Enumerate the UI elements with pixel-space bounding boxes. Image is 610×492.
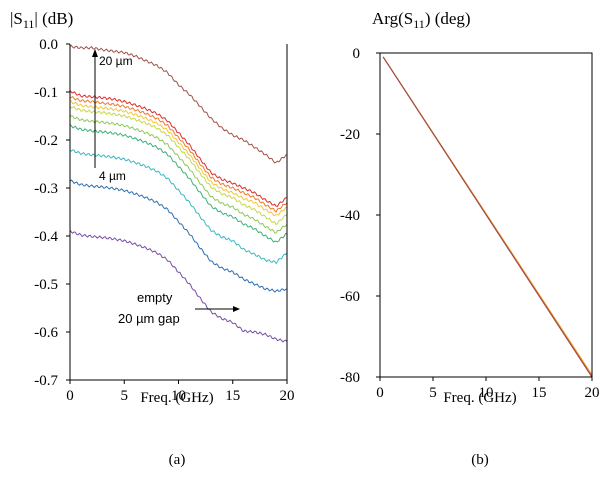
- x-tick-label-b-2: 10: [479, 385, 494, 401]
- panel-a-ticks: 0.0 -0.1 -0.2 -0.3 -0.4 -0.5 -0.6 -0.7 0 5 10 15 20: [34, 37, 294, 404]
- y-tick-label-a-1: -0.1: [34, 85, 58, 101]
- x-tick-label-a-1: 5: [121, 388, 129, 404]
- series-line-a-8: [69, 149, 288, 265]
- empty-arrow-head: [233, 306, 240, 312]
- panel-a-axes: [69, 44, 288, 381]
- x-tick-label-b-3: 15: [532, 385, 547, 401]
- series-line-a-3: [69, 95, 288, 213]
- annotation-bottom-label: 4 µm: [99, 169, 126, 183]
- panel-b-x-label: Freq. (GHz): [443, 390, 516, 406]
- x-tick-label-a-0: 0: [66, 388, 74, 404]
- annotation-top-label: 20 µm: [99, 54, 133, 68]
- series-line-b-9: [382, 56, 593, 378]
- series-line-a-9: [69, 179, 288, 293]
- panel-b: Arg(S11) (deg) 0 -20 -40 -60 -80 0 5 10 15 20 Fre…: [340, 9, 600, 468]
- series-line-a-7: [69, 124, 288, 243]
- increase-arrow-head: [92, 49, 98, 57]
- panel-b-ticks: 0 -20 -40 -60 -80 0 5 10 15 20: [340, 46, 600, 401]
- y-tick-label-b-1: -20: [340, 127, 360, 143]
- panel-a-y-title: |S11| (dB): [10, 9, 73, 31]
- y-tick-label-b-4: -80: [340, 370, 360, 386]
- series-line-a-4: [69, 100, 288, 216]
- y-tick-label-b-3: -60: [340, 289, 360, 305]
- series-line-a-6: [69, 115, 288, 234]
- x-tick-label-a-2: 10: [171, 388, 186, 404]
- panel-a-x-label: Freq. (GHz): [140, 390, 213, 406]
- panel-a: |S11| (dB) 0.0 -0.1 -0.2 -0.3 -0.4 -0.5 -0.6 -0…: [10, 9, 295, 468]
- series-line-a-5: [69, 105, 288, 226]
- y-tick-label-a-0: 0.0: [39, 37, 58, 53]
- panel-b-marks: [382, 56, 593, 378]
- annotation-empty-label: empty: [137, 290, 173, 305]
- x-tick-label-a-4: 20: [280, 388, 295, 404]
- y-tick-label-b-2: -40: [340, 208, 360, 224]
- y-tick-label-a-4: -0.4: [34, 229, 58, 245]
- y-tick-label-a-3: -0.3: [34, 181, 58, 197]
- panel-a-marks: [69, 44, 288, 343]
- series-line-a-1: [69, 44, 288, 164]
- x-tick-label-b-4: 20: [585, 385, 600, 401]
- y-tick-label-a-2: -0.2: [34, 133, 58, 149]
- y-tick-label-a-5: -0.5: [34, 277, 58, 293]
- series-line-a-10: [69, 229, 288, 343]
- annotation-gap-label: 20 µm gap: [118, 311, 180, 326]
- y-tick-label-b-0: 0: [353, 46, 361, 62]
- panel-a-caption: (a): [169, 452, 186, 468]
- y-tick-label-a-7: -0.7: [34, 373, 58, 389]
- x-tick-label-b-0: 0: [376, 385, 384, 401]
- panel-b-y-title: Arg(S11) (deg): [372, 9, 471, 31]
- series-line-a-2: [69, 89, 288, 207]
- x-tick-label-a-3: 15: [225, 388, 240, 404]
- panel-b-caption: (b): [471, 452, 489, 468]
- y-tick-label-a-6: -0.6: [34, 325, 58, 341]
- x-tick-label-b-1: 5: [429, 385, 437, 401]
